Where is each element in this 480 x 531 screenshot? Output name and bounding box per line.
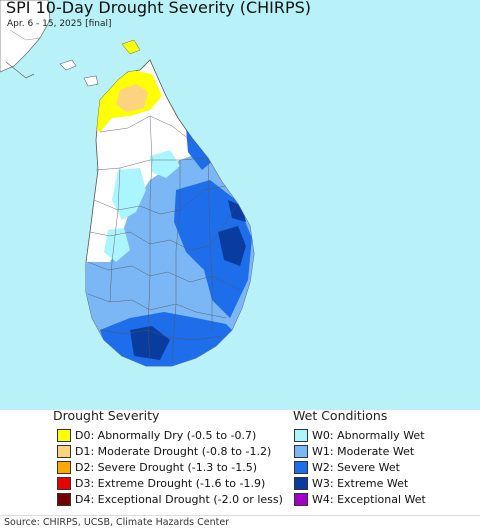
legend-item-w4: W4: Exceptional Wet [294, 491, 426, 507]
legend-label: D3: Extreme Drought (-1.6 to -1.9) [75, 476, 266, 490]
d1-region [116, 84, 148, 112]
legend-item-d2: D2: Severe Drought (-1.3 to -1.5) [57, 459, 257, 475]
d1-swatch [57, 444, 71, 458]
w0-region [150, 150, 180, 178]
w2-swatch [294, 460, 308, 474]
india-landmass [0, 0, 51, 73]
legend: Drought Severity Wet Conditions D0: Abno… [0, 408, 480, 515]
drought-map: SPI 10-Day Drought Severity (CHIRPS) Apr… [0, 0, 480, 410]
wet-legend-title: Wet Conditions [293, 408, 388, 423]
legend-label: D2: Severe Drought (-1.3 to -1.5) [75, 460, 258, 474]
india-state-boundary [9, 29, 41, 41]
legend-label: W2: Severe Wet [312, 460, 400, 474]
w0-region [112, 168, 146, 220]
islet [59, 59, 77, 71]
w1-swatch [294, 444, 308, 458]
legend-label: D0: Abnormally Dry (-0.5 to -0.7) [75, 428, 257, 442]
footer: Source: CHIRPS, UCSB, Climate Hazards Ce… [0, 515, 480, 531]
d4-swatch [57, 492, 71, 506]
legend-item-d1: D1: Moderate Drought (-0.8 to -1.2) [57, 443, 271, 459]
w4-swatch [294, 492, 308, 506]
legend-item-d4: D4: Exceptional Drought (-2.0 or less) [57, 491, 283, 507]
w0-region [104, 228, 130, 262]
w3-region [228, 200, 246, 222]
w3-region [218, 226, 246, 266]
district-boundaries [87, 115, 241, 361]
legend-item-d0: D0: Abnormally Dry (-0.5 to -0.7) [57, 427, 256, 443]
legend-item-w2: W2: Severe Wet [294, 459, 400, 475]
w3-swatch [294, 476, 308, 490]
legend-item-w1: W1: Moderate Wet [294, 443, 414, 459]
w0-swatch [294, 428, 308, 442]
legend-item-w3: W3: Extreme Wet [294, 475, 408, 491]
d2-swatch [57, 460, 71, 474]
legend-item-d3: D3: Extreme Drought (-1.6 to -1.9) [57, 475, 265, 491]
legend-label: D4: Exceptional Drought (-2.0 or less) [75, 492, 283, 506]
map-canvas [0, 0, 255, 367]
map-subtitle: Apr. 6 - 15, 2025 [final] [7, 19, 112, 29]
map-title: SPI 10-Day Drought Severity (CHIRPS) [6, 0, 312, 17]
d3-swatch [57, 476, 71, 490]
legend-label: W4: Exceptional Wet [312, 492, 426, 506]
d0-swatch [57, 428, 71, 442]
legend-item-w0: W0: Abnormally Wet [294, 427, 425, 443]
legend-label: W3: Extreme Wet [312, 476, 409, 490]
source-credit: Source: CHIRPS, UCSB, Climate Hazards Ce… [4, 517, 230, 528]
india-coast-detail [5, 61, 35, 79]
condition-layer [86, 70, 254, 366]
drought-legend-title: Drought Severity [53, 408, 160, 423]
legend-label: D1: Moderate Drought (-0.8 to -1.2) [75, 444, 272, 458]
islet [83, 75, 99, 87]
legend-label: W1: Moderate Wet [312, 444, 415, 458]
d0-islet [121, 39, 141, 55]
legend-label: W0: Abnormally Wet [312, 428, 425, 442]
